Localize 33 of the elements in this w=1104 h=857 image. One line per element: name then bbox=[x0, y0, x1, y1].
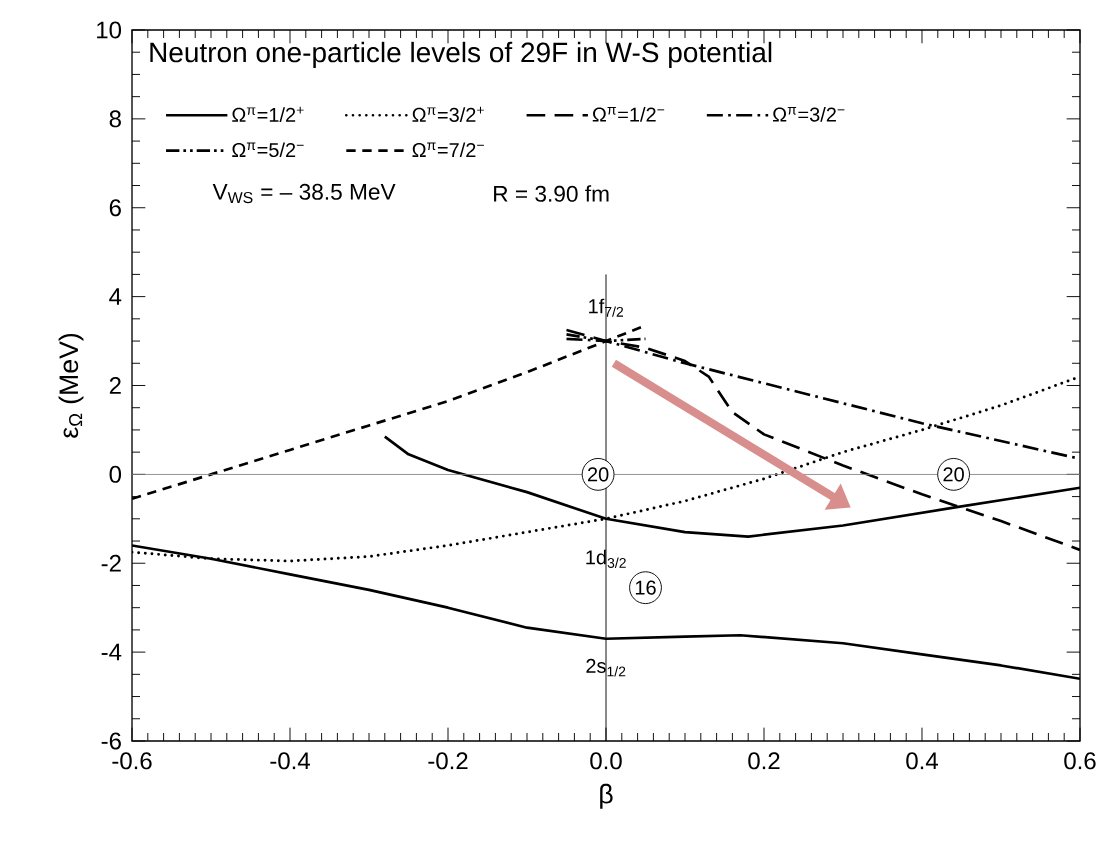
x-tick-label: -0.2 bbox=[428, 752, 468, 770]
x-tick-label: 0.0 bbox=[590, 752, 622, 770]
annotation: V$_{WS}$ = – 38.5 MeV bbox=[212, 183, 396, 204]
x-tick-label: 0.2 bbox=[748, 752, 780, 770]
legend-label: Ω$^{π}$=3/2$^{+}$ bbox=[412, 106, 484, 122]
x-tick-label: 0.6 bbox=[1064, 752, 1096, 770]
legend-label: Ω$^{π}$=1/2$^{+}$ bbox=[232, 106, 304, 122]
chart-title: Neutron one-particle levels of 29F in W-S potential bbox=[150, 41, 772, 68]
annotation: 20 bbox=[587, 467, 609, 482]
y-tick-label: 10 bbox=[97, 21, 122, 39]
annotation: R = 3.90 fm bbox=[494, 185, 609, 202]
x-axis-title: β bbox=[600, 783, 613, 809]
x-tick-label: -0.4 bbox=[270, 752, 310, 770]
y-tick-label: -2 bbox=[101, 554, 121, 572]
y-tick-label: -6 bbox=[101, 732, 121, 750]
annotation: 20 bbox=[943, 467, 964, 482]
annotation: 1f$_{7/2}$ bbox=[589, 298, 624, 317]
annotation: 2s$_{1/2}$ bbox=[586, 658, 626, 677]
legend-label: Ω$^{π}$=3/2$^{−}$ bbox=[773, 106, 845, 122]
legend-label: Ω$^{π}$=7/2$^{−}$ bbox=[412, 142, 484, 158]
y-tick-label: 6 bbox=[109, 199, 121, 217]
legend-label: Ω$^{π}$=1/2$^{−}$ bbox=[592, 106, 665, 122]
x-tick-label: -0.6 bbox=[112, 752, 152, 770]
y-tick-label: -4 bbox=[101, 643, 122, 661]
y-tick-label: 4 bbox=[109, 288, 122, 305]
y-tick-label: 2 bbox=[109, 377, 121, 394]
annotation: 16 bbox=[635, 580, 656, 595]
legend-label: Ω$^{π}$=5/2$^{−}$ bbox=[232, 142, 304, 158]
annotation: 1d$_{3/2}$ bbox=[586, 549, 626, 568]
y-tick-label: 0 bbox=[109, 465, 122, 483]
y-tick-label: 8 bbox=[109, 110, 121, 128]
x-tick-label: 0.4 bbox=[906, 752, 938, 770]
y-axis-title: ε$_{Ω}$ (MeV) bbox=[58, 333, 84, 438]
